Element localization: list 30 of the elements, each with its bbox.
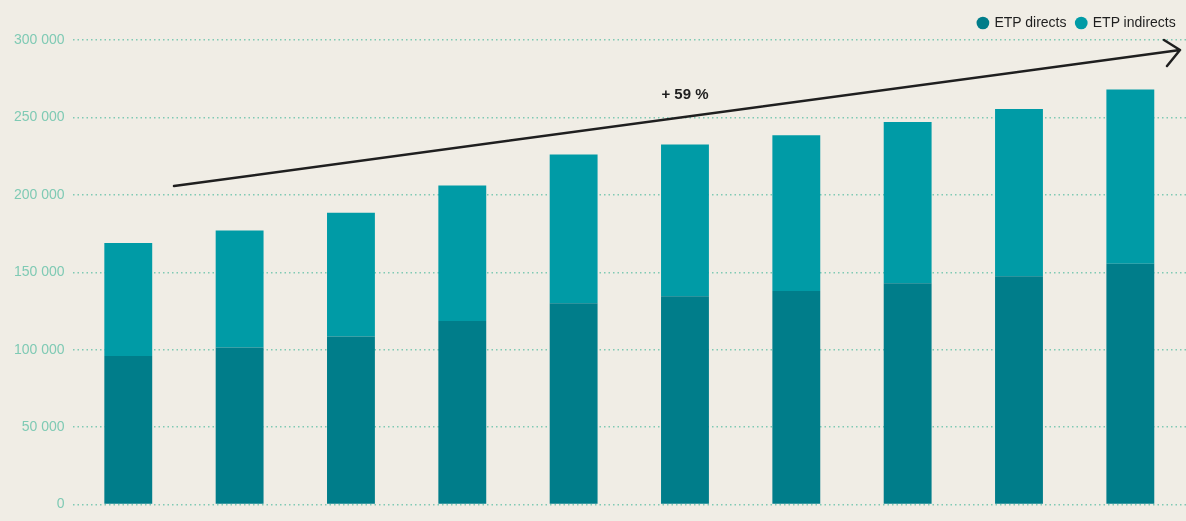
bar [995, 108, 1043, 277]
legend-label: ETP indirects [1092, 13, 1176, 30]
y-tick-label: 200 000 [14, 185, 65, 202]
bar [772, 290, 821, 504]
bar [215, 347, 264, 504]
y-tick-label: 150 000 [14, 263, 65, 280]
bar [549, 303, 598, 504]
bar [215, 230, 264, 348]
bar [1106, 263, 1155, 504]
bar [327, 212, 375, 337]
bar [1106, 89, 1155, 264]
bar [104, 242, 153, 356]
bar [327, 336, 375, 504]
bar [661, 144, 709, 297]
annotation: + 59 % [661, 85, 709, 103]
y-tick-label: 50 000 [21, 418, 65, 435]
y-tick-label: 250 000 [14, 108, 65, 125]
bar [438, 185, 487, 322]
bar [772, 135, 821, 291]
bar [104, 355, 153, 504]
bar [438, 321, 487, 504]
y-tick-label: 300 000 [14, 30, 65, 47]
legend-label: ETP directs [994, 13, 1067, 30]
bar [661, 296, 709, 504]
bar [995, 276, 1043, 504]
bar [883, 122, 932, 284]
bar [883, 283, 932, 504]
y-tick-label: 100 000 [14, 340, 65, 357]
y-tick-label: 0 [56, 495, 65, 512]
bar [549, 154, 598, 304]
